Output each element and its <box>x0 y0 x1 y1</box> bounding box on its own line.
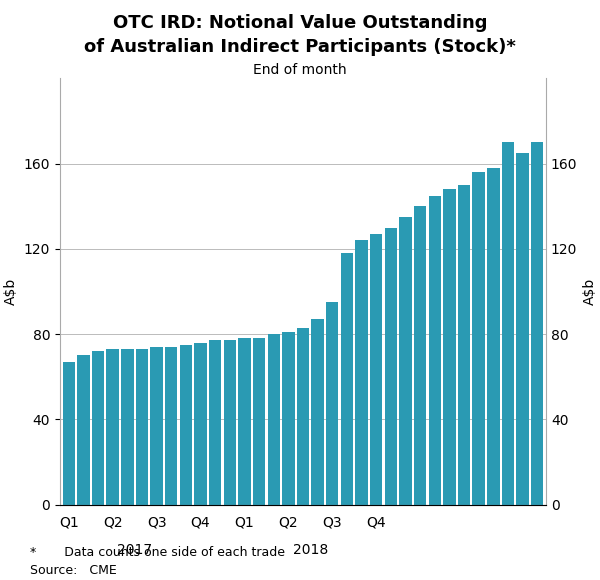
Y-axis label: A$b: A$b <box>583 278 597 305</box>
Bar <box>253 338 265 505</box>
Bar <box>472 172 485 505</box>
Text: 2017: 2017 <box>117 543 152 557</box>
Bar <box>458 185 470 505</box>
Text: *       Data counts one side of each trade: * Data counts one side of each trade <box>30 546 285 559</box>
Bar <box>414 206 427 505</box>
Bar <box>399 217 412 505</box>
Bar <box>238 338 251 505</box>
Bar <box>326 302 338 505</box>
Bar <box>165 347 178 505</box>
Bar <box>268 334 280 505</box>
Bar <box>297 328 309 505</box>
Bar <box>311 319 324 505</box>
Bar <box>428 195 441 505</box>
Bar <box>502 142 514 505</box>
Text: End of month: End of month <box>253 63 347 77</box>
Bar <box>209 340 221 505</box>
Bar <box>136 349 148 505</box>
Bar <box>151 347 163 505</box>
Text: OTC IRD: Notional Value Outstanding: OTC IRD: Notional Value Outstanding <box>113 14 487 32</box>
Bar <box>282 332 295 505</box>
Text: of Australian Indirect Participants (Stock)*: of Australian Indirect Participants (Sto… <box>84 38 516 56</box>
Text: Source:   CME: Source: CME <box>30 564 117 577</box>
Bar <box>179 345 192 505</box>
Bar <box>62 362 75 505</box>
Bar <box>92 351 104 505</box>
Bar <box>355 240 368 505</box>
Bar <box>370 234 382 505</box>
Bar <box>443 189 455 505</box>
Bar <box>517 153 529 505</box>
Bar <box>121 349 134 505</box>
Text: 2018: 2018 <box>293 543 328 557</box>
Bar <box>106 349 119 505</box>
Bar <box>385 227 397 505</box>
Bar <box>224 340 236 505</box>
Y-axis label: A$b: A$b <box>4 278 18 305</box>
Bar <box>341 253 353 505</box>
Bar <box>77 356 89 505</box>
Bar <box>531 142 544 505</box>
Bar <box>487 168 500 505</box>
Bar <box>194 343 207 505</box>
